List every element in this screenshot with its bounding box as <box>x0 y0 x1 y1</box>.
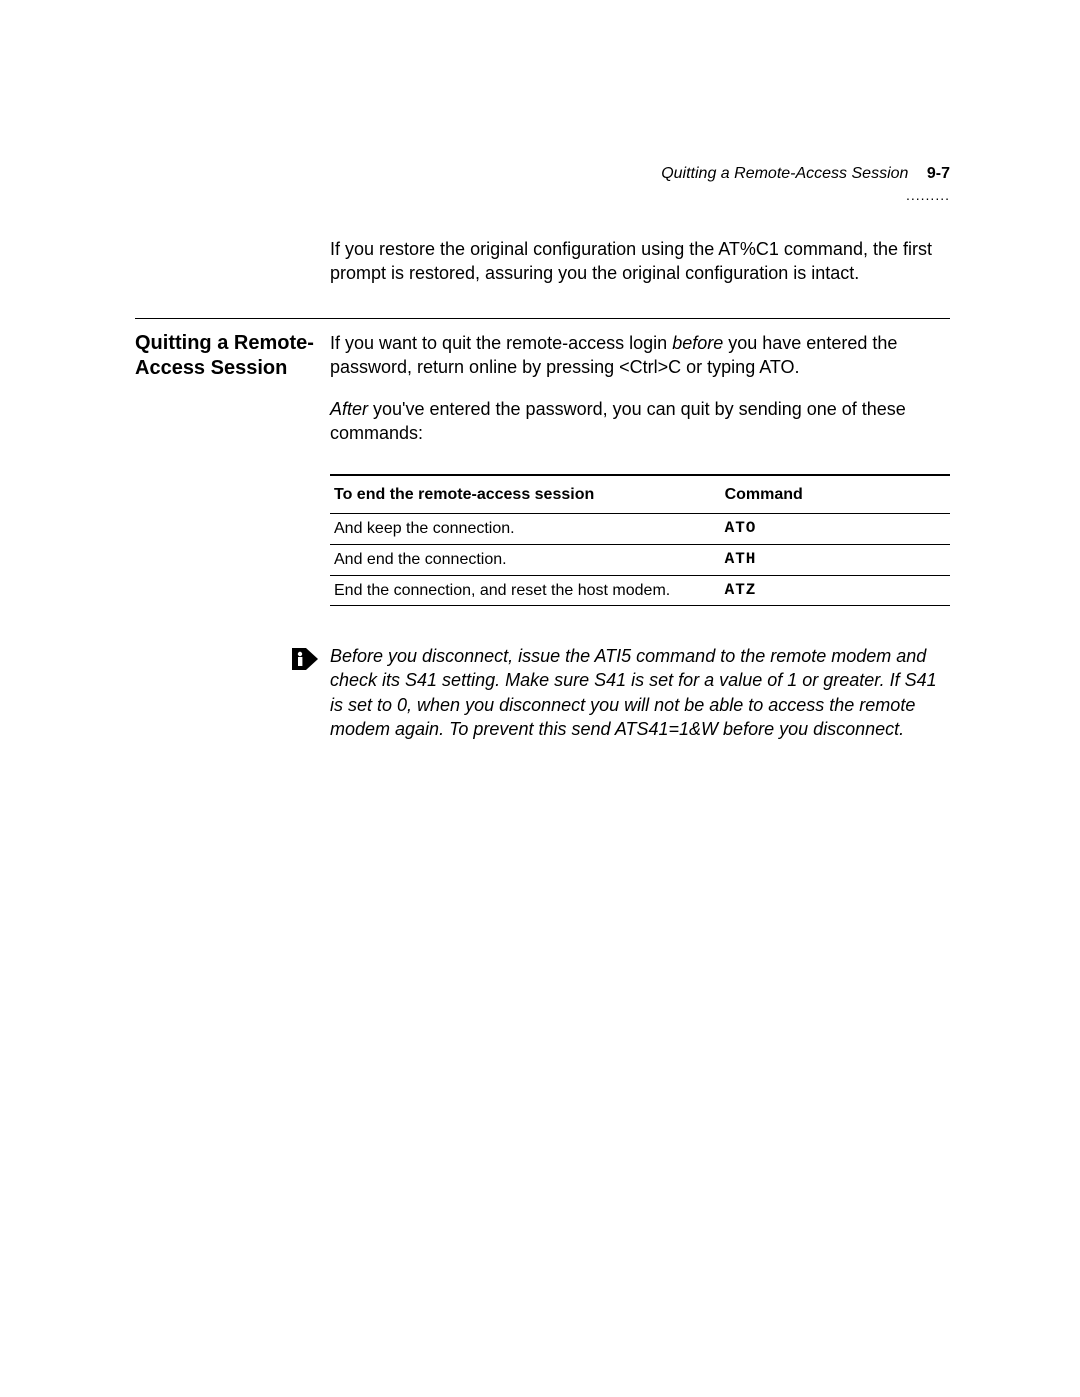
para2-part2: you've entered the password, you can qui… <box>330 399 906 443</box>
section-block: Quitting a Remote-Access Session If you … <box>135 331 950 607</box>
table-cell-cmd: ATZ <box>721 575 950 606</box>
table-row: And keep the connection. ATO <box>330 514 950 545</box>
table-cell-cmd: ATO <box>721 514 950 545</box>
header-page-number: 9-7 <box>927 165 950 182</box>
page-container: Quitting a Remote-Access Session 9-7 ...… <box>0 0 1080 801</box>
command-table: To end the remote-access session Command… <box>330 474 950 606</box>
info-icon <box>290 644 330 741</box>
section-para-1: If you want to quit the remote-access lo… <box>330 331 950 380</box>
table-cell-desc: And end the connection. <box>330 544 721 575</box>
table-cell-desc: End the connection, and reset the host m… <box>330 575 721 606</box>
para2-italic: After <box>330 399 368 419</box>
info-note-block: Before you disconnect, issue the ATI5 co… <box>290 644 950 741</box>
table-row: End the connection, and reset the host m… <box>330 575 950 606</box>
section-heading: Quitting a Remote-Access Session <box>135 331 330 607</box>
para1-part1: If you want to quit the remote-access lo… <box>330 333 672 353</box>
table-header-cmd: Command <box>721 475 950 514</box>
table-header-row: To end the remote-access session Command <box>330 475 950 514</box>
intro-paragraph: If you restore the original configuratio… <box>330 237 950 286</box>
para1-italic: before <box>672 333 723 353</box>
table-cell-cmd: ATH <box>721 544 950 575</box>
section-body: If you want to quit the remote-access lo… <box>330 331 950 607</box>
info-note-text: Before you disconnect, issue the ATI5 co… <box>330 644 950 741</box>
section-para-2: After you've entered the password, you c… <box>330 397 950 446</box>
table-row: And end the connection. ATH <box>330 544 950 575</box>
header-dots: ......... <box>661 187 950 203</box>
table-cell-desc: And keep the connection. <box>330 514 721 545</box>
page-header: Quitting a Remote-Access Session 9-7 ...… <box>661 165 950 203</box>
table-header-desc: To end the remote-access session <box>330 475 721 514</box>
section-divider <box>135 318 950 319</box>
header-title: Quitting a Remote-Access Session <box>661 165 908 182</box>
